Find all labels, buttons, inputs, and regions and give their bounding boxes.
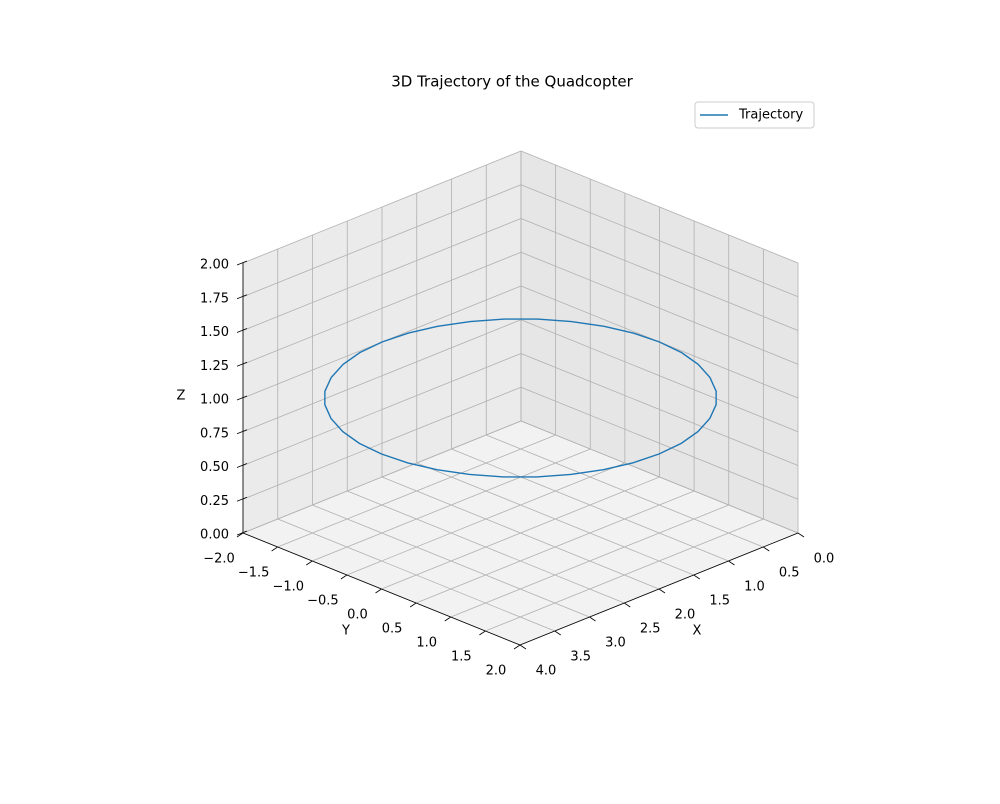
x-tick <box>589 616 596 622</box>
z-tick-label: 0.50 <box>200 460 229 475</box>
grid-line <box>520 386 799 500</box>
y-tick <box>479 630 486 636</box>
y-tick <box>340 574 348 580</box>
grid-line <box>242 386 522 500</box>
y-tick <box>409 602 417 608</box>
grid-line <box>520 251 799 365</box>
legend: Trajectory <box>694 101 815 129</box>
grid-line <box>312 448 591 562</box>
z-tick-label: 0.75 <box>200 426 229 441</box>
grid-line <box>242 319 522 433</box>
y-tick-label: 1.0 <box>416 636 437 651</box>
grid-line <box>520 420 799 534</box>
grid-line <box>277 434 556 548</box>
z-tick <box>236 328 248 333</box>
x-tick-label: 1.5 <box>709 594 730 609</box>
grid-line <box>520 218 799 331</box>
y-tick-label: −1.5 <box>238 566 270 581</box>
grid-line <box>415 490 695 604</box>
y-tick <box>236 532 244 538</box>
z-tick <box>236 463 248 468</box>
chart-title: 3D Trajectory of the Quadcopter <box>391 73 633 91</box>
y-tick-label: 2.0 <box>486 664 507 679</box>
grid-line <box>242 251 522 365</box>
z-tick <box>236 530 248 536</box>
grid-line <box>381 476 660 590</box>
z-tick <box>236 395 248 401</box>
z-tick-label: 2.00 <box>200 258 229 273</box>
x-tick <box>658 588 666 594</box>
x-tick-label: 0.0 <box>814 552 835 567</box>
y-tick <box>271 546 278 552</box>
grid-line <box>520 353 799 466</box>
z-tick <box>236 429 248 435</box>
grid-line <box>450 504 729 618</box>
z-tick-label: 0.00 <box>200 528 229 543</box>
z-tick <box>236 361 248 367</box>
x-tick-label: 2.5 <box>640 622 661 637</box>
x-tick-label: 1.0 <box>744 580 765 595</box>
z-axis-label: Z <box>177 389 186 404</box>
x-tick <box>554 630 561 636</box>
z-tick-label: 1.00 <box>200 393 229 408</box>
legend-box <box>694 101 815 129</box>
grid-line <box>520 150 799 264</box>
trajectory-line <box>324 318 717 478</box>
x-tick-label: 2.0 <box>675 608 696 623</box>
y-tick-label: 1.5 <box>451 650 472 665</box>
x-tick-label: 3.0 <box>605 636 626 651</box>
x-tick <box>519 644 527 650</box>
x-tick-label: 3.5 <box>570 650 591 665</box>
grid-line <box>242 353 522 466</box>
y-tick <box>306 560 313 566</box>
y-tick-label: 0.5 <box>382 622 403 637</box>
y-tick <box>375 588 382 594</box>
z-tick-label: 1.25 <box>200 359 229 374</box>
grid-line <box>520 184 799 298</box>
y-tick-label: −2.0 <box>203 552 235 567</box>
y-tick <box>444 616 451 622</box>
x-tick-label: 0.5 <box>779 566 800 581</box>
z-tick <box>236 496 248 502</box>
grid-line <box>346 462 626 576</box>
legend-label: Trajectory <box>738 108 803 123</box>
z-tick-label: 1.50 <box>200 325 229 340</box>
grid-line <box>520 319 799 433</box>
y-tick-label: −1.0 <box>272 580 304 595</box>
z-tick-label: 1.75 <box>200 291 229 306</box>
grid-line <box>485 518 764 632</box>
x-tick <box>763 546 770 552</box>
grid-line <box>242 218 522 331</box>
x-axis-label: X <box>693 624 702 639</box>
grid-line <box>242 184 522 298</box>
grid-line <box>242 150 522 264</box>
x-tick <box>728 560 735 566</box>
y-axis-label: Y <box>341 624 350 639</box>
x-tick <box>797 532 805 538</box>
y-tick-label: 0.0 <box>347 608 368 623</box>
grid-line <box>242 420 522 534</box>
z-tick <box>236 260 248 266</box>
z-tick <box>236 294 248 300</box>
x-tick <box>624 602 631 608</box>
x-tick-label: 4.0 <box>536 664 557 679</box>
x-tick <box>693 574 700 580</box>
y-tick-label: −0.5 <box>307 594 339 609</box>
z-tick-label: 0.25 <box>200 494 229 509</box>
y-tick <box>513 644 521 650</box>
